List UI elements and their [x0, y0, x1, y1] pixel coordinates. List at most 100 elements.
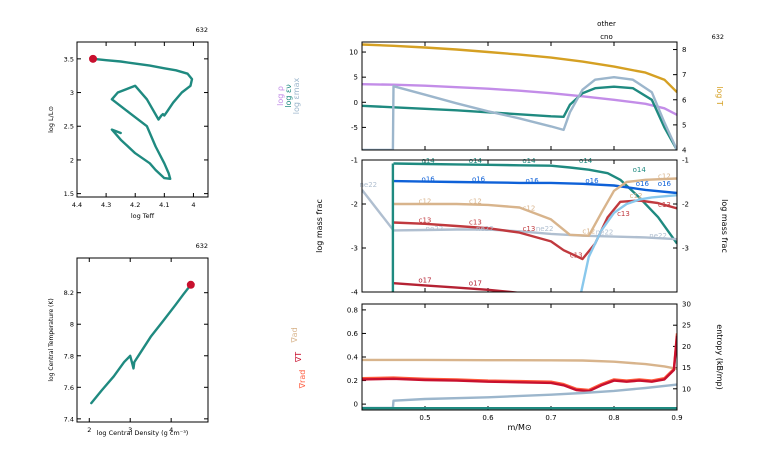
center-ytick-label: 7.6: [64, 384, 74, 392]
abundance-inline-label: o16: [636, 180, 650, 188]
profile-ylabel-left: log mass frac: [315, 199, 324, 253]
profile-ytick-label: 10: [349, 49, 358, 57]
profile-ylabel-right: log mass frac: [720, 199, 729, 253]
profile-ylabel-left: log ρ: [276, 86, 285, 106]
hr-xtick-label: 4: [191, 201, 195, 209]
abundance-inline-label: o16: [525, 177, 539, 185]
abundance-inline-label: o14: [579, 157, 593, 165]
profile-ytick-label-right: 15: [682, 364, 691, 372]
profile-ytick-label: -5: [351, 124, 358, 132]
hr-xlabel: log Teff: [131, 212, 155, 220]
abundance-inline-label: o16: [422, 175, 436, 183]
abundance-inline-label: c13: [469, 219, 482, 227]
hr-xtick-label: 4.4: [72, 201, 82, 209]
profile-series-line-0-3: [362, 75, 677, 150]
hr-current-marker: [89, 54, 98, 63]
profile-ytick-label-right: 5: [682, 121, 686, 129]
profile-ytick-label-right: 25: [682, 322, 691, 330]
profile-ytick-label: 0.8: [347, 306, 358, 314]
hr-ylabel: log L/L⊙: [47, 106, 55, 133]
hr-ytick-label: 1.5: [64, 190, 74, 198]
profile-ytick-label: -3: [351, 245, 358, 253]
profile-series-line-2-2: [362, 335, 677, 393]
profile-series-line-1-2: [362, 189, 677, 241]
profile-ytick-label-right: 4: [682, 147, 687, 155]
profile-series-line-1-0: [393, 162, 677, 245]
center-xtick-label: 2: [87, 426, 91, 434]
profile-ytick-label-right: -2: [682, 201, 689, 209]
profile-ytick-label: -2: [351, 201, 358, 209]
center-ytick-label: 7.4: [64, 415, 74, 423]
profile-series-line-2-0: [362, 358, 677, 370]
abundance-inline-label: o17: [418, 277, 431, 285]
profile-series-line-2-3: [362, 383, 677, 410]
abundance-inline-label: ne22: [426, 225, 444, 233]
center-ylabel: log Central Temperature (K): [48, 298, 55, 381]
abundance-inline-label: c12: [469, 197, 482, 205]
profile-top-label-cno: cno: [600, 33, 613, 41]
profile-series-line-1-6: [393, 282, 523, 292]
hr-xtick-label: 4.3: [101, 201, 111, 209]
abundance-inline-label: c13: [419, 216, 432, 224]
hr-track-line: [91, 57, 194, 181]
profile-ylabel-right: entropy (kB/mp): [715, 324, 724, 389]
abundance-inline-label: c13: [617, 210, 630, 218]
profile-xtick-label: 0.7: [545, 414, 556, 422]
profile-model-number: 632: [712, 33, 724, 41]
hr-xtick-label: 4.2: [130, 201, 140, 209]
abundance-inline-label: c12: [419, 197, 432, 205]
abundance-inline-label: o16: [472, 175, 486, 183]
hr-frame: [76, 41, 209, 198]
center-model-number: 632: [196, 242, 208, 250]
profile-series-line-1-5: [580, 194, 677, 292]
profile-ylabel-left: ∇ad: [290, 327, 299, 343]
profile-ytick-label: 0: [354, 99, 358, 107]
hr-xtick-label: 4.1: [159, 201, 169, 209]
abundance-inline-label: c13: [523, 225, 536, 233]
profile-ytick-label: 0.4: [347, 354, 359, 362]
profile-ytick-label: 0: [354, 401, 358, 409]
abundance-inline-label: ne22: [359, 181, 377, 189]
abundance-inline-label: ne22: [536, 225, 554, 233]
hr-ytick-label: 2: [70, 156, 74, 164]
profile-panel-frame-0: [361, 41, 678, 151]
profile-ytick-label: 5: [354, 74, 358, 82]
abundance-inline-label: o16: [585, 177, 599, 185]
center-ytick-label: 7.8: [64, 352, 74, 360]
profile-panel-frame-2: [361, 303, 678, 411]
hr-model-number: 632: [196, 26, 208, 34]
abundance-inline-label: c12: [630, 192, 643, 200]
abundance-inline-label: ne22: [649, 232, 667, 240]
profile-ytick-label: -1: [351, 157, 358, 165]
profile-ytick-label-right: -1: [682, 157, 689, 165]
profile-ytick-label-right: 30: [682, 301, 691, 309]
profile-ytick-label: 0.2: [347, 377, 358, 385]
profile-ytick-label-right: 6: [682, 96, 687, 104]
profile-ylabel-left: ∇rad: [298, 370, 307, 390]
profile-ytick-label-right: 7: [682, 71, 686, 79]
profile-series-line-0-2: [362, 85, 677, 150]
abundance-inline-label: o14: [633, 166, 647, 174]
center-current-marker: [186, 280, 195, 289]
abundance-inline-label: o14: [422, 157, 436, 165]
abundance-inline-label: o16: [658, 180, 672, 188]
profile-ylabel-left: log εν: [284, 84, 293, 108]
center-ytick-label: 8.2: [64, 289, 74, 297]
abundance-inline-label: o14: [522, 157, 536, 165]
profile-xtick-label: 0.5: [419, 414, 430, 422]
profile-series-line-1-3: [393, 177, 677, 237]
hr-ytick-label: 2.5: [64, 123, 74, 131]
profile-xlabel: m/M⊙: [507, 423, 531, 432]
profile-ylabel-left: log εmax: [292, 77, 301, 114]
center-track-line: [90, 283, 193, 405]
profile-xtick-label: 0.6: [482, 414, 494, 422]
profile-series-line-1-1: [393, 179, 677, 195]
abundance-inline-label: ne22: [476, 225, 494, 233]
center-xlabel: log Central Density (g cm⁻³): [97, 429, 189, 437]
abundance-inline-label: c13: [570, 252, 583, 260]
profile-ytick-label-right: -3: [682, 245, 689, 253]
hr-ytick-label: 3: [70, 89, 74, 97]
center-xtick-label: 4: [169, 426, 173, 434]
center-frame: [76, 257, 209, 423]
center-ytick-label: 8: [70, 321, 74, 329]
